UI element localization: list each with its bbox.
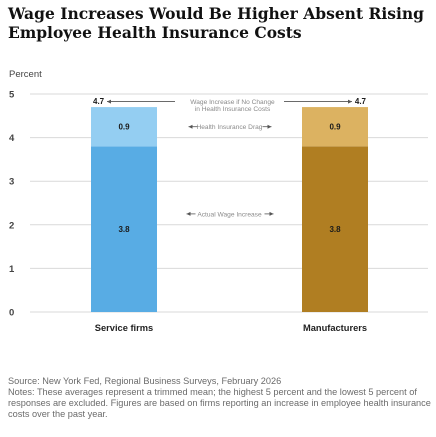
arrowhead [186,211,191,216]
bar-health-insurance-drag [91,107,157,147]
annotation-actual: Actual Wage Increase [197,211,262,218]
y-axis-label: Percent [9,69,42,80]
x-axis-labels: Service firms Manufacturers [95,323,367,333]
bar-actual-wage-increase [302,146,368,312]
annotation-total-line2: in Health Insurance Costs [195,106,271,113]
arrowhead [348,99,352,104]
annotation-drag: Health Insurance Drag [197,124,263,131]
value-label-drag: 0.9 [329,123,341,132]
value-label-actual: 3.8 [329,225,341,234]
y-tick-label: 0 [9,308,14,319]
bar-actual-wage-increase [91,146,157,312]
total-label: 4.7 [93,97,105,106]
bar-chart: Percent 0 1 2 3 4 5 3.8 0.9 3.8 0.9 4.7 4.7 Wage I… [9,69,428,333]
x-tick-label: Service firms [95,323,153,333]
y-tick-label: 4 [9,133,15,144]
arrowhead [188,124,193,129]
arrowhead [269,211,274,216]
arrowhead [107,99,111,104]
value-label-drag: 0.9 [118,123,130,132]
y-tick-label: 5 [9,90,15,101]
x-tick-label: Manufacturers [303,323,367,333]
total-label: 4.7 [355,97,367,106]
source-note: Source: New York Fed, Regional Business … [8,376,282,386]
value-label-actual: 3.8 [118,225,130,234]
y-tick-label: 1 [9,264,15,275]
y-axis-ticks: 0 1 2 3 4 5 [9,90,15,319]
bars [91,107,368,312]
notes-text: Notes: These averages represent a trimme… [8,387,431,419]
annotation-total-line1: Wage Increase if No Change [190,99,275,106]
value-labels: 3.8 0.9 3.8 0.9 4.7 4.7 [93,97,367,234]
chart-title: Wage Increases Would Be Higher Absent Ri… [8,4,425,42]
y-tick-label: 2 [9,220,14,231]
y-tick-label: 3 [9,177,14,188]
arrowhead [267,124,272,129]
bar-health-insurance-drag [302,107,368,147]
